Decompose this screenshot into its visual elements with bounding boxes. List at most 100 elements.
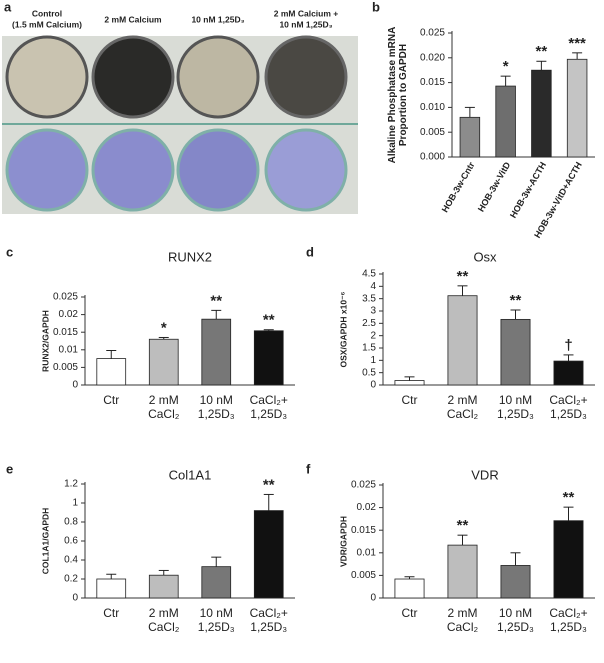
x-tick-label: 10 nM bbox=[499, 393, 532, 407]
panel-label: a bbox=[4, 0, 12, 14]
y-tick-label: 0 bbox=[370, 593, 376, 604]
chart-title: VDR bbox=[471, 467, 498, 482]
well bbox=[5, 128, 89, 212]
well bbox=[176, 35, 260, 119]
y-tick-label: 1.5 bbox=[362, 343, 376, 354]
y-tick-label: 0.005 bbox=[420, 127, 445, 138]
x-tick-label: 1,25D₃ bbox=[550, 407, 587, 421]
y-tick-label: 3 bbox=[370, 306, 376, 317]
panel-label: c bbox=[6, 244, 13, 259]
significance-label: *** bbox=[568, 35, 586, 52]
error-bar bbox=[464, 106, 475, 118]
x-tick-label: 1,25D₃ bbox=[250, 407, 287, 421]
well bbox=[176, 128, 260, 212]
column-label: 2 mM Calcium bbox=[104, 14, 162, 24]
x-tick-label: HOB-3w-ACTH bbox=[508, 160, 548, 220]
column-label: 2 mM Calcium + bbox=[274, 8, 339, 18]
significance-label: ** bbox=[510, 292, 522, 309]
x-tick-label: CaCl₂ bbox=[148, 407, 180, 421]
x-tick-label: CaCl₂ bbox=[447, 620, 479, 634]
y-tick-label: 0.2 bbox=[64, 574, 78, 585]
x-tick-label: CaCl₂+ bbox=[250, 393, 288, 407]
bar bbox=[253, 510, 284, 599]
x-tick-label: HOB-3w-Cntr bbox=[440, 160, 477, 214]
x-tick-label: CaCl₂ bbox=[148, 620, 180, 634]
y-tick-label: 0.02 bbox=[357, 502, 377, 513]
y-tick-label: 1 bbox=[72, 498, 78, 509]
column-label: 10 nM 1,25D₃ bbox=[191, 14, 244, 24]
bar bbox=[447, 295, 478, 386]
panel-label: b bbox=[372, 0, 380, 14]
error-bar bbox=[404, 376, 415, 381]
panel-label: f bbox=[306, 461, 311, 476]
y-tick-label: 0.010 bbox=[420, 102, 445, 113]
error-bar bbox=[510, 552, 521, 566]
y-tick-label: 0.01 bbox=[357, 547, 377, 558]
y-tick-label: 0.8 bbox=[64, 517, 78, 528]
bar bbox=[394, 578, 425, 599]
error-bar bbox=[563, 354, 574, 362]
y-tick-label: 1.2 bbox=[64, 479, 78, 490]
significance-label: ** bbox=[536, 43, 548, 60]
y-tick-label: 0.02 bbox=[59, 309, 79, 320]
chart-panel: d Osx OSX/GAPDH x10⁻⁶ 0 0.511.5 22.53 3.544.5 C… bbox=[306, 244, 595, 421]
bar bbox=[96, 578, 127, 599]
x-tick-label: 1,25D₃ bbox=[497, 620, 534, 634]
x-tick-label: 1,25D₃ bbox=[198, 407, 235, 421]
error-bar bbox=[563, 506, 574, 521]
column-label: Control bbox=[32, 8, 62, 18]
error-bar bbox=[536, 60, 547, 71]
chart-title: Col1A1 bbox=[169, 467, 212, 482]
bar bbox=[447, 544, 478, 599]
y-tick-label: 3.5 bbox=[362, 293, 376, 304]
chart-title: RUNX2 bbox=[168, 249, 212, 264]
significance-label: ** bbox=[210, 292, 222, 309]
y-tick-label: 0.5 bbox=[362, 367, 376, 378]
bar bbox=[553, 520, 584, 599]
x-tick-label: Ctr bbox=[103, 393, 119, 407]
x-tick-label: 10 nM bbox=[499, 606, 532, 620]
x-tick-label: CaCl₂+ bbox=[549, 393, 587, 407]
y-axis-label: OSX/GAPDH x10⁻⁶ bbox=[338, 291, 348, 367]
error-bar bbox=[211, 309, 222, 320]
y-tick-label: 2.5 bbox=[362, 318, 376, 329]
y-tick-label: 0.025 bbox=[53, 292, 78, 303]
bar bbox=[201, 318, 232, 386]
error-bar bbox=[263, 329, 274, 331]
well bbox=[5, 35, 89, 119]
x-tick-label: 10 nM bbox=[200, 606, 233, 620]
x-tick-label: 1,25D₃ bbox=[250, 620, 287, 634]
y-tick-label: 0.015 bbox=[351, 525, 376, 536]
x-tick-label: 2 mM bbox=[448, 393, 478, 407]
y-tick-label: 0.6 bbox=[64, 536, 78, 547]
chart-panel: f VDR VDR/GAPDH 0 0.005 0.01 0.015 0.02 0.025 Ctr… bbox=[306, 461, 595, 634]
y-axis-label: RUNX2/GAPDH bbox=[40, 310, 50, 372]
bar bbox=[500, 565, 531, 599]
significance-label: ** bbox=[563, 489, 575, 506]
bar bbox=[148, 338, 179, 386]
chart-panel: b Alkaline Phosphatase mRNA Proportion to … bbox=[372, 0, 595, 240]
panel-label: e bbox=[6, 461, 13, 476]
y-axis-label: COL1A1/GAPDH bbox=[40, 508, 50, 575]
x-tick-label: CaCl₂ bbox=[447, 407, 479, 421]
x-tick-label: 1,25D₃ bbox=[550, 620, 587, 634]
significance-label: * bbox=[503, 58, 509, 75]
error-bar bbox=[158, 569, 169, 576]
error-bar bbox=[106, 350, 117, 359]
x-tick-label: 2 mM bbox=[149, 606, 179, 620]
x-tick-label: Ctr bbox=[103, 606, 119, 620]
error-bar bbox=[158, 336, 169, 340]
y-tick-label: 4 bbox=[370, 281, 376, 292]
photo-panel bbox=[2, 35, 358, 214]
y-tick-label: 0.005 bbox=[53, 362, 78, 373]
y-tick-label: 1 bbox=[370, 355, 376, 366]
y-axis-label: Proportion to GAPDH bbox=[398, 44, 409, 146]
significance-label: † bbox=[564, 337, 572, 354]
significance-label: ** bbox=[457, 517, 469, 534]
column-label: 10 nM 1,25D₃ bbox=[279, 19, 332, 29]
y-tick-label: 0.000 bbox=[420, 152, 445, 163]
x-tick-label: HOB-3w-VitD bbox=[476, 160, 513, 214]
y-tick-label: 0 bbox=[72, 380, 78, 391]
bar bbox=[148, 574, 179, 599]
